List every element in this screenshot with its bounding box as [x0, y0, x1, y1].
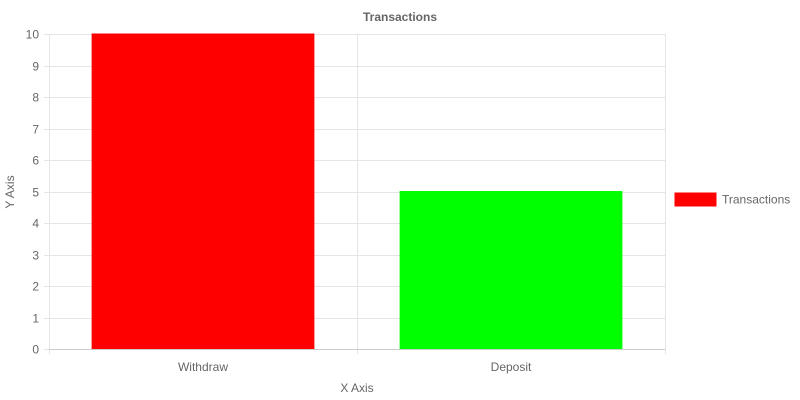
x-tick-label: Withdraw: [178, 360, 228, 374]
y-tick-label: 8: [32, 91, 39, 105]
y-tick-label: 0: [32, 343, 39, 357]
legend-label: Transactions: [722, 193, 790, 207]
y-tick-label: 6: [32, 154, 39, 168]
chart-title: Transactions: [363, 10, 437, 24]
y-axis-title: Y Axis: [3, 175, 17, 208]
y-tick-label: 9: [32, 60, 39, 74]
y-tick-labels: 0 1 2 3 4 5 6 7 8 9 10: [26, 28, 40, 357]
bar-deposit[interactable]: [399, 191, 623, 350]
y-tick-label: 3: [32, 249, 39, 263]
y-tick-label: 10: [26, 28, 40, 42]
legend[interactable]: Transactions: [674, 192, 790, 207]
y-tick-label: 7: [32, 123, 39, 137]
y-tick-label: 5: [32, 186, 39, 200]
bar-withdraw[interactable]: [91, 33, 315, 350]
x-tick-labels: Withdraw Deposit: [178, 360, 532, 374]
x-tick-label: Deposit: [491, 360, 532, 374]
axes: [44, 34, 665, 350]
bars: [91, 33, 623, 350]
x-axis-title: X Axis: [340, 381, 373, 395]
legend-swatch[interactable]: [674, 192, 717, 207]
y-tick-label: 1: [32, 312, 39, 326]
y-tick-label: 2: [32, 280, 39, 294]
y-tick-label: 4: [32, 217, 39, 231]
